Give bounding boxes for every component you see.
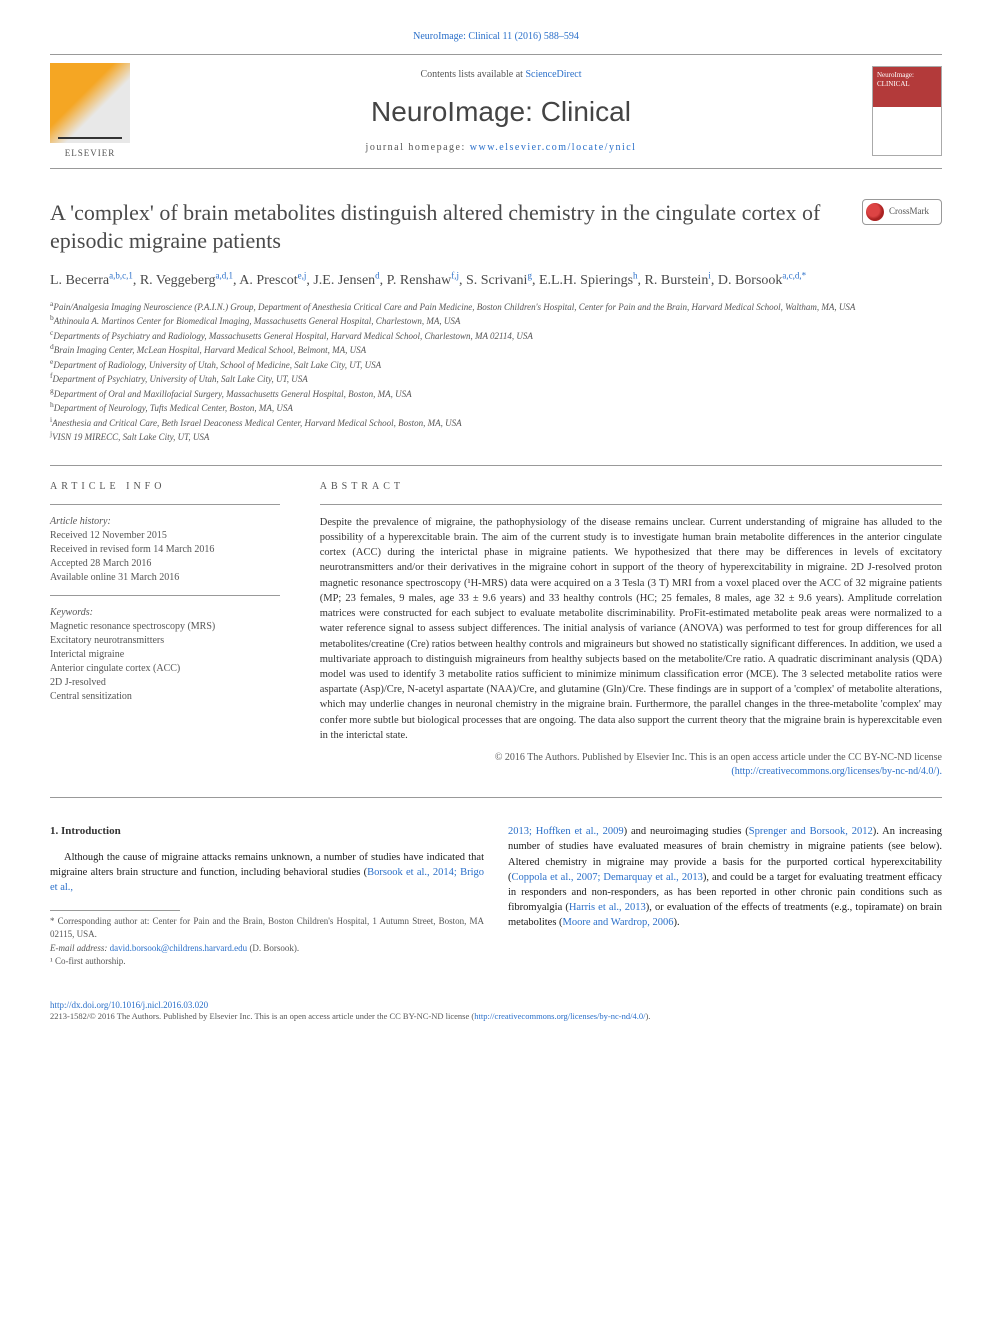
history-item: Received 12 November 2015 <box>50 529 280 543</box>
history-label: Article history: <box>50 515 280 529</box>
homepage-link[interactable]: www.elsevier.com/locate/ynicl <box>470 142 637 153</box>
body-col-left: 1. Introduction Although the cause of mi… <box>50 824 484 969</box>
author-list: L. Becerraa,b,c,1, R. Veggeberga,d,1, A.… <box>50 270 942 291</box>
body-col-right: 2013; Hoffken et al., 2009) and neuroima… <box>508 824 942 969</box>
journal-cover: NeuroImage: CLINICAL <box>872 66 942 156</box>
sciencedirect-link[interactable]: ScienceDirect <box>525 69 581 80</box>
affiliation-item: aPain/Analgesia Imaging Neuroscience (P.… <box>50 301 942 315</box>
affiliation-item: cDepartments of Psychiatry and Radiology… <box>50 330 942 344</box>
contents-prefix: Contents lists available at <box>420 69 525 80</box>
affiliation-item: dBrain Imaging Center, McLean Hospital, … <box>50 344 942 358</box>
history-item: Available online 31 March 2016 <box>50 571 280 585</box>
keyword-item: Anterior cingulate cortex (ACC) <box>50 662 280 676</box>
body-columns: 1. Introduction Although the cause of mi… <box>50 824 942 969</box>
abstract-head: ABSTRACT <box>320 480 942 494</box>
email-link[interactable]: david.borsook@childrens.harvard.edu <box>110 943 248 953</box>
affiliation-item: eDepartment of Radiology, University of … <box>50 359 942 373</box>
keyword-item: Excitatory neurotransmitters <box>50 634 280 648</box>
intro-para-1: Although the cause of migraine attacks r… <box>50 850 484 896</box>
publisher-block: ELSEVIER <box>50 63 130 160</box>
affiliation-item: hDepartment of Neurology, Tufts Medical … <box>50 402 942 416</box>
journal-header: ELSEVIER Contents lists available at Sci… <box>50 54 942 169</box>
history-item: Received in revised form 14 March 2016 <box>50 543 280 557</box>
doi-link[interactable]: http://dx.doi.org/10.1016/j.nicl.2016.03… <box>50 999 942 1012</box>
crossmark-badge[interactable]: CrossMark <box>862 199 942 225</box>
bottom-license-link[interactable]: http://creativecommons.org/licenses/by-n… <box>474 1011 645 1021</box>
corresponding-footnote: * Corresponding author at: Center for Pa… <box>50 915 484 942</box>
keyword-item: 2D J-resolved <box>50 676 280 690</box>
journal-citation: NeuroImage: Clinical 11 (2016) 588–594 <box>50 30 942 44</box>
article-info-column: ARTICLE INFO Article history: Received 1… <box>50 480 300 779</box>
publisher-name: ELSEVIER <box>50 147 130 160</box>
affiliations: aPain/Analgesia Imaging Neuroscience (P.… <box>50 301 942 445</box>
history-item: Accepted 28 March 2016 <box>50 557 280 571</box>
abstract-column: ABSTRACT Despite the prevalence of migra… <box>300 480 942 779</box>
cover-text: NeuroImage: CLINICAL <box>877 71 941 88</box>
license-link[interactable]: (http://creativecommons.org/licenses/by-… <box>731 766 942 777</box>
cofirst-footnote: ¹ Co-first authorship. <box>50 955 484 969</box>
affiliation-item: jVISN 19 MIRECC, Salt Lake City, UT, USA <box>50 431 942 445</box>
keyword-item: Magnetic resonance spectroscopy (MRS) <box>50 620 280 634</box>
affiliation-item: bAthinoula A. Martinos Center for Biomed… <box>50 315 942 329</box>
keywords-label: Keywords: <box>50 606 280 620</box>
keyword-item: Interictal migraine <box>50 648 280 662</box>
affiliation-item: iAnesthesia and Critical Care, Beth Isra… <box>50 417 942 431</box>
abstract-text: Despite the prevalence of migraine, the … <box>320 515 942 743</box>
intro-para-2: 2013; Hoffken et al., 2009) and neuroima… <box>508 824 942 931</box>
homepage-line: journal homepage: www.elsevier.com/locat… <box>130 141 872 155</box>
header-center: Contents lists available at ScienceDirec… <box>130 68 872 155</box>
homepage-prefix: journal homepage: <box>366 142 470 153</box>
article-info-head: ARTICLE INFO <box>50 480 280 494</box>
abstract-copyright: © 2016 The Authors. Published by Elsevie… <box>320 751 942 779</box>
bottom-license: 2213-1582/© 2016 The Authors. Published … <box>50 1011 942 1023</box>
affiliation-item: fDepartment of Psychiatry, University of… <box>50 373 942 387</box>
article-title: A 'complex' of brain metabolites disting… <box>50 199 862 256</box>
journal-title: NeuroImage: Clinical <box>130 92 872 131</box>
affiliation-item: gDepartment of Oral and Maxillofacial Su… <box>50 388 942 402</box>
elsevier-logo <box>50 63 130 143</box>
email-footnote: E-mail address: david.borsook@childrens.… <box>50 942 484 956</box>
intro-heading: 1. Introduction <box>50 824 484 840</box>
keyword-item: Central sensitization <box>50 690 280 704</box>
contents-line: Contents lists available at ScienceDirec… <box>130 68 872 82</box>
